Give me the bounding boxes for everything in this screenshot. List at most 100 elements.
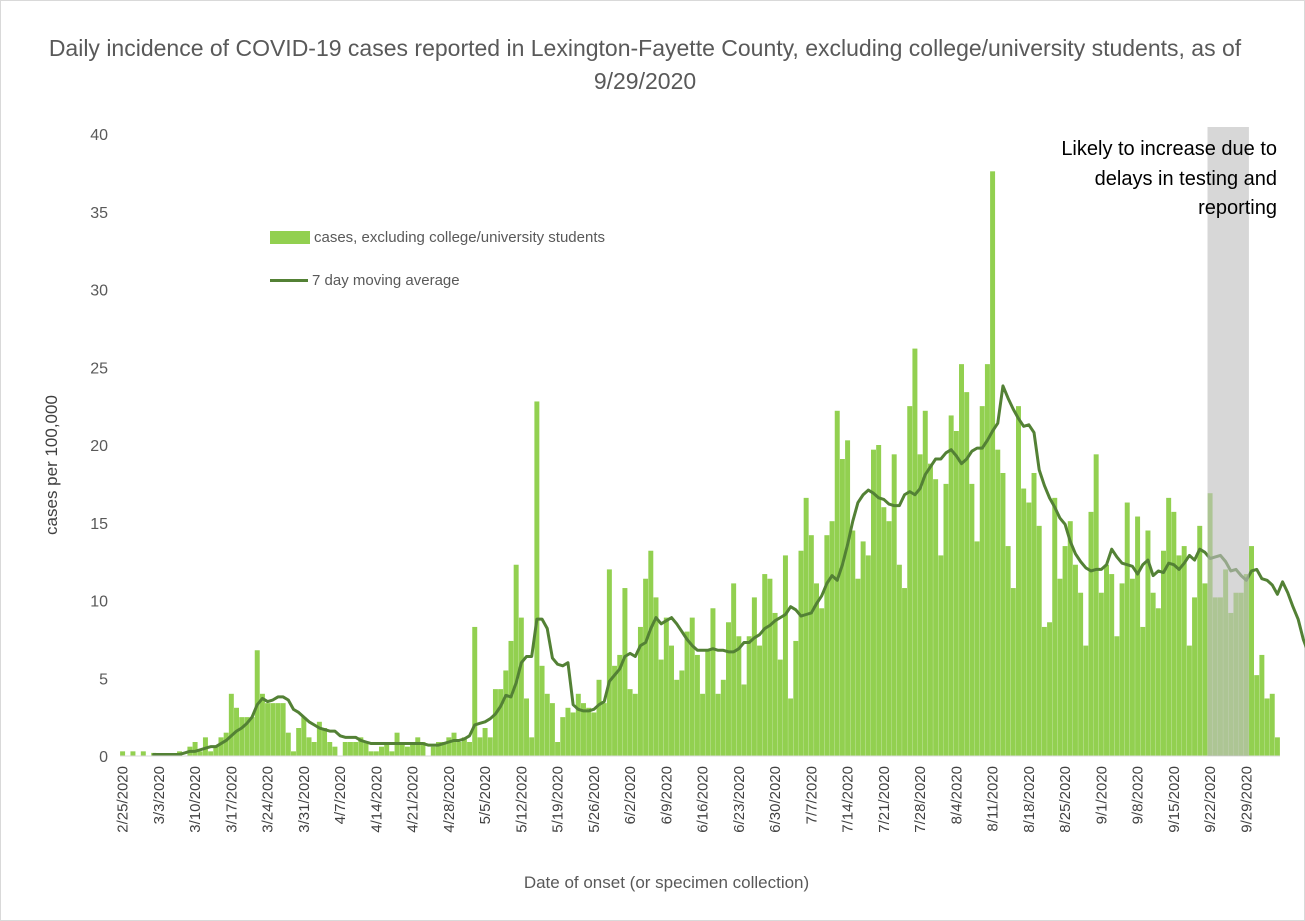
x-tick-label: 3/31/2020 (296, 766, 313, 833)
line-series-group (152, 384, 1305, 756)
bar (228, 693, 234, 756)
bar (995, 449, 1001, 756)
bar (487, 737, 493, 756)
bar (959, 364, 964, 756)
y-tick-label: 35 (90, 205, 108, 222)
bar (1026, 502, 1032, 756)
bar (1119, 583, 1125, 756)
bar (933, 479, 939, 756)
bar (684, 631, 690, 756)
bar (399, 742, 405, 756)
bar (560, 717, 566, 757)
bar (606, 569, 612, 756)
bar (871, 449, 876, 756)
bar (368, 751, 374, 756)
bar (1269, 693, 1275, 756)
bar (492, 689, 498, 756)
bar (907, 406, 913, 757)
x-tick-label: 9/8/2020 (1130, 766, 1147, 824)
bar (814, 583, 819, 756)
bar (456, 742, 462, 756)
bar (513, 564, 519, 756)
bar (834, 410, 840, 756)
bar (927, 463, 933, 756)
legend-line-swatch (270, 278, 308, 282)
bar (984, 364, 990, 756)
x-tick-label: 3/17/2020 (223, 766, 240, 833)
x-tick-label: 7/21/2020 (876, 766, 893, 833)
bar (1036, 525, 1042, 756)
x-tick-label: 8/11/2020 (985, 766, 1002, 832)
bar (570, 712, 576, 756)
bar (280, 703, 286, 756)
bar (819, 608, 825, 756)
bar (508, 640, 514, 756)
bar (441, 742, 447, 756)
bar (482, 728, 488, 756)
bar (565, 707, 571, 756)
bar (855, 578, 861, 756)
bar (472, 626, 478, 756)
bar (648, 550, 654, 756)
legend-item-average: 7 day moving average (270, 268, 460, 292)
bar (637, 626, 643, 756)
bar (762, 574, 768, 756)
x-tick-label: 4/21/2020 (405, 766, 422, 833)
bar (1264, 698, 1270, 756)
bar (860, 541, 866, 756)
bar (1124, 502, 1130, 756)
bar (1005, 546, 1011, 756)
bar (1067, 521, 1073, 756)
bar (539, 665, 545, 756)
bar (1181, 546, 1187, 756)
x-tick-label: 7/7/2020 (803, 766, 820, 824)
y-axis-title: cases per 100,000 (42, 395, 61, 535)
bar (1259, 654, 1265, 756)
bar (643, 578, 649, 756)
bar (632, 693, 638, 756)
bar (1109, 574, 1115, 756)
x-tick-label: 5/12/2020 (513, 766, 530, 833)
bar (239, 717, 245, 757)
bar (1274, 737, 1280, 756)
bar (1057, 578, 1063, 756)
bar (358, 737, 364, 756)
bar (674, 679, 680, 756)
x-tick-label: 8/4/2020 (948, 766, 965, 824)
bar (467, 742, 473, 756)
bar (410, 742, 416, 756)
bar (379, 746, 384, 756)
y-tick-label: 10 (90, 594, 108, 611)
x-tick-label: 6/16/2020 (695, 766, 712, 833)
bar (726, 622, 731, 756)
x-tick-label: 6/23/2020 (731, 766, 748, 833)
bar (581, 703, 586, 756)
bar (389, 751, 395, 756)
bar (322, 728, 328, 756)
bar (850, 530, 856, 756)
x-tick-label: 8/18/2020 (1021, 766, 1038, 833)
bar (845, 440, 851, 756)
bar (705, 650, 711, 756)
bar (922, 410, 928, 756)
bar (436, 742, 441, 756)
bar (694, 654, 700, 756)
bar (653, 597, 659, 756)
bar (1129, 578, 1135, 756)
bar (332, 746, 338, 756)
bar (244, 717, 250, 757)
x-tick-label: 3/24/2020 (260, 766, 277, 833)
bar (663, 617, 669, 756)
bar (192, 742, 198, 756)
bar (291, 751, 296, 756)
bar (720, 679, 726, 756)
bar (327, 742, 333, 756)
bar (524, 698, 529, 756)
bar (782, 555, 788, 756)
bar (1098, 592, 1104, 756)
bar (1021, 488, 1027, 756)
bar (1000, 472, 1006, 756)
bar (948, 415, 954, 756)
